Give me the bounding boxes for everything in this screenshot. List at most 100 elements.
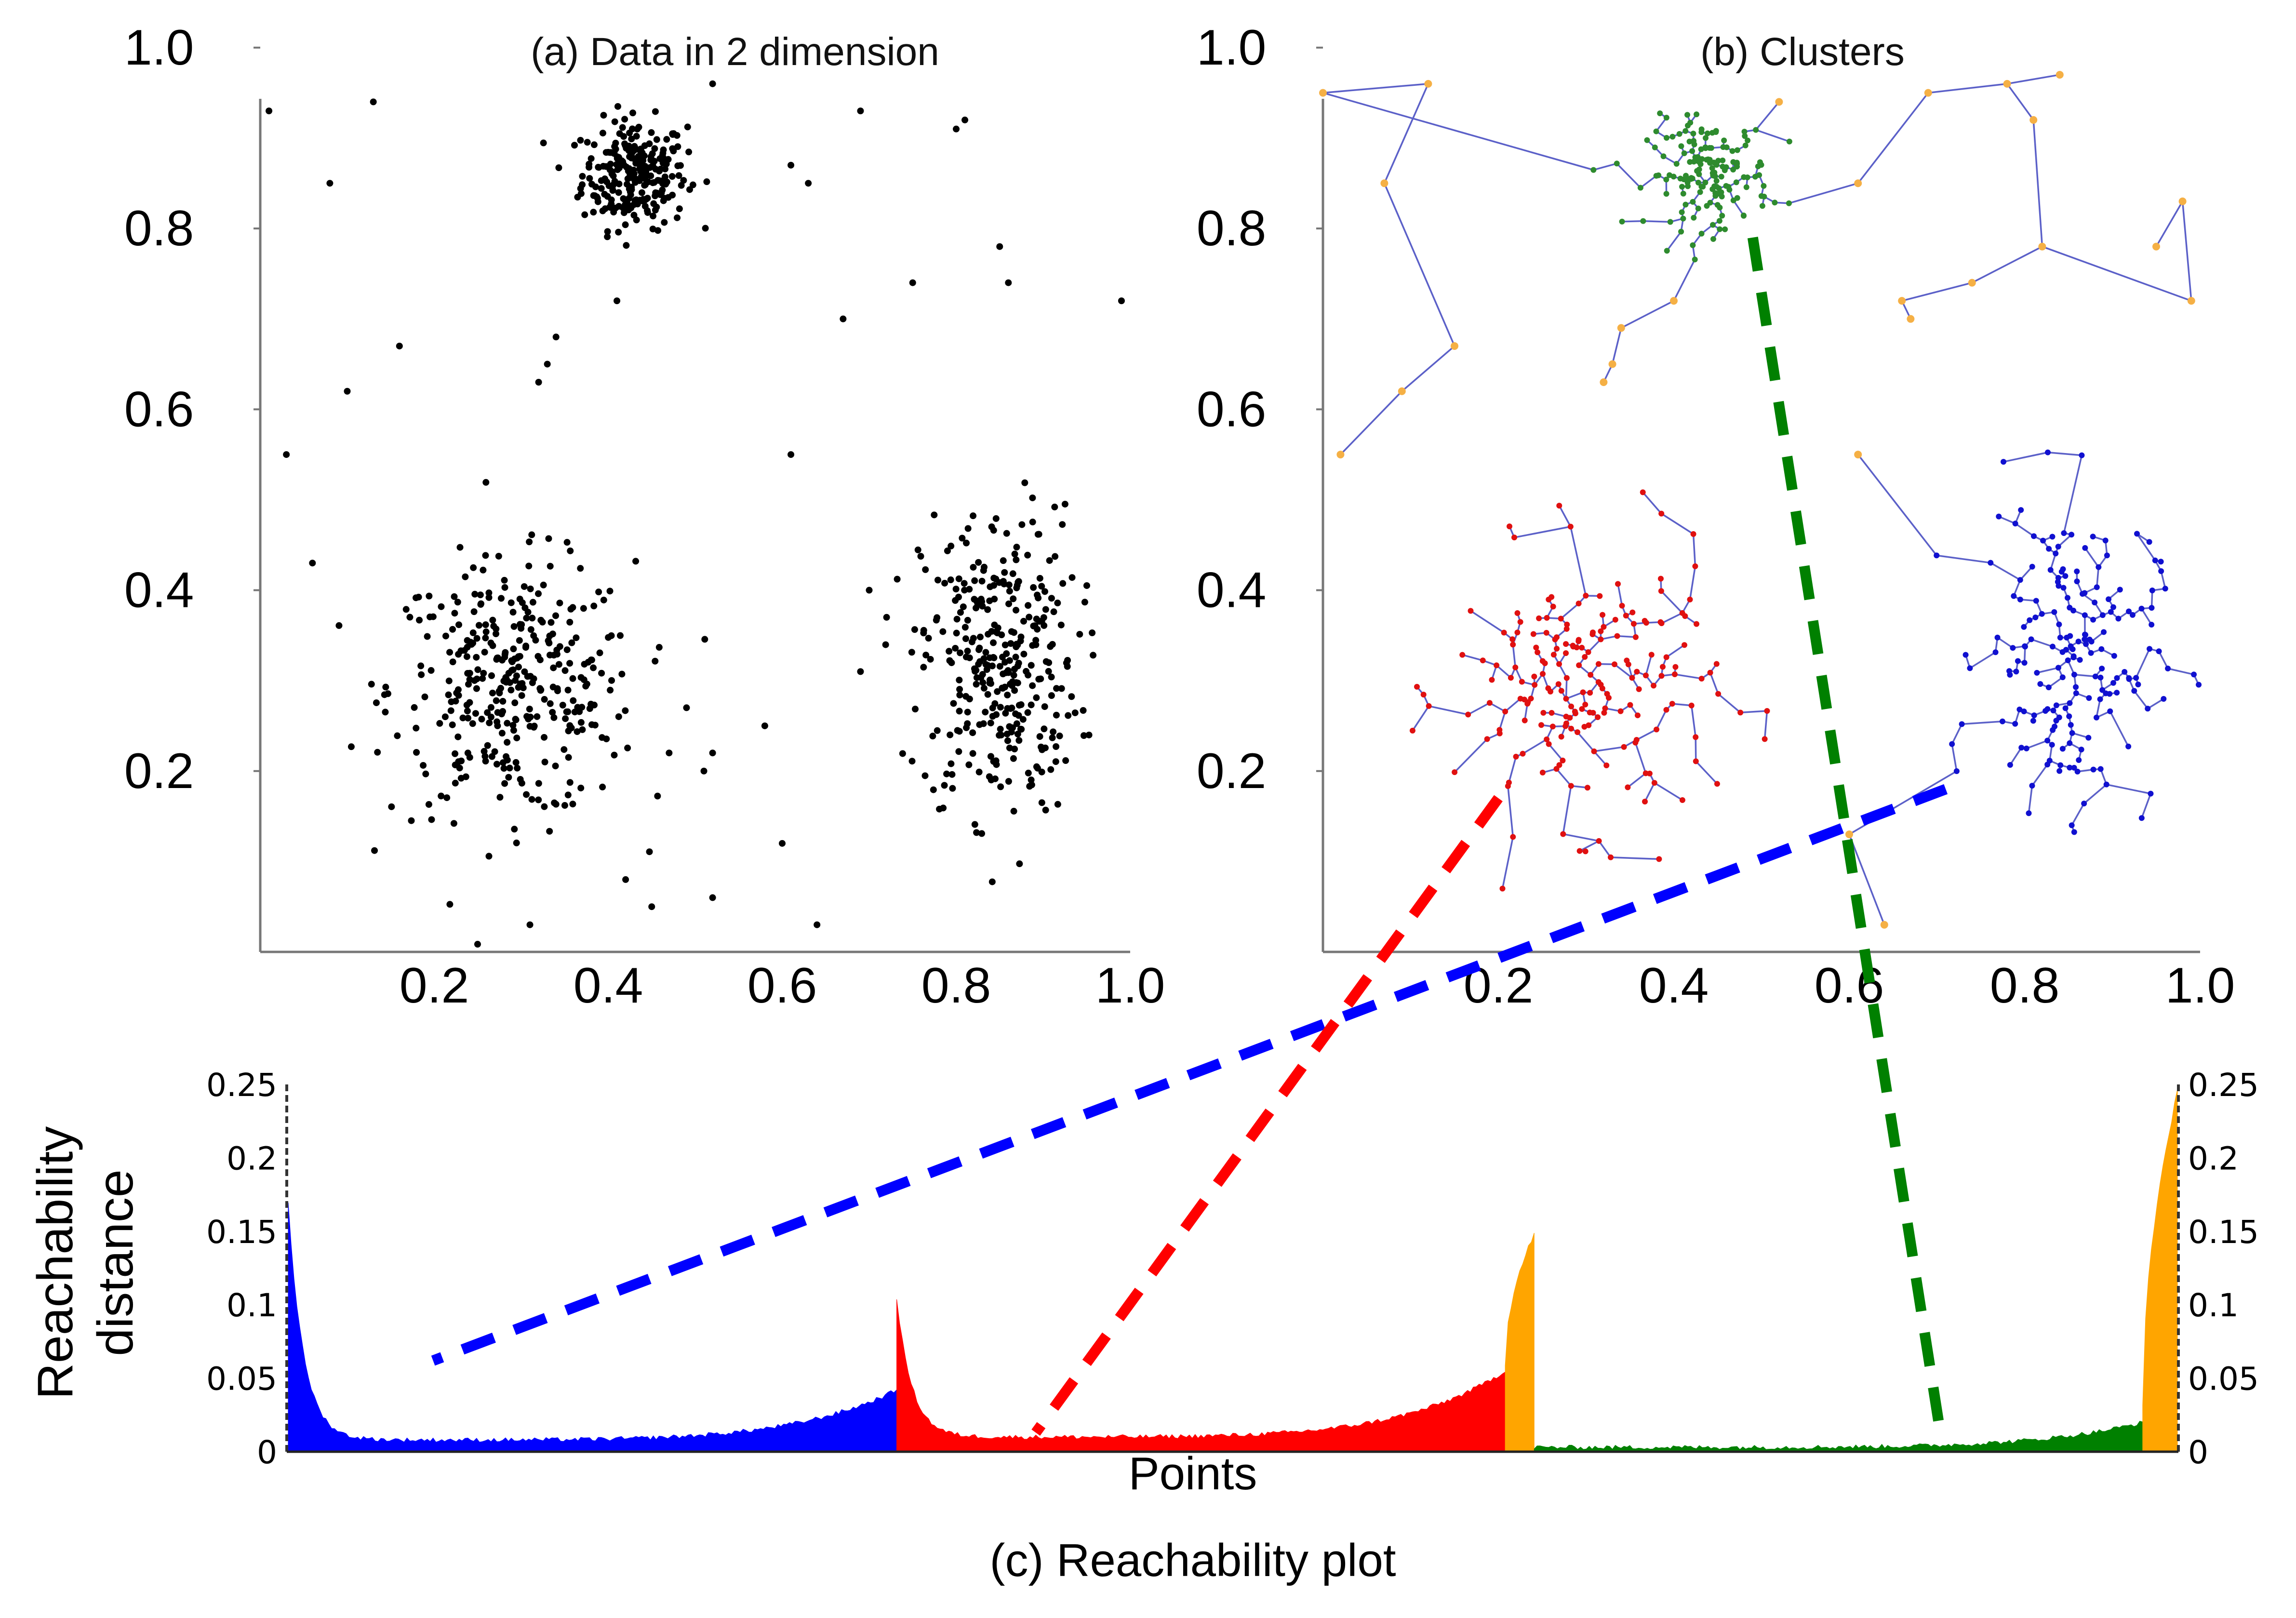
panel-a-point [668, 173, 676, 180]
panel-b-edge [1666, 644, 1685, 658]
panel-b-edge [1412, 705, 1430, 731]
panel-b-point [1669, 134, 1676, 140]
panel-a-point [1038, 799, 1045, 806]
panel-a-point [998, 631, 1005, 639]
panel-b-point [2162, 586, 2168, 592]
panel-b-point [1582, 701, 1589, 708]
panel-a-point [655, 644, 663, 651]
panel-a-point [955, 748, 962, 755]
panel-a-point [608, 170, 615, 177]
panel-a-point [642, 168, 650, 175]
panel-a-point [944, 547, 951, 554]
panel-a-point [615, 154, 622, 161]
panel-a-point [487, 704, 494, 711]
panel-a-point [485, 853, 493, 860]
panel-b-ticks: 0.2 0.4 0.6 0.8 1.00.20.40.60.81.0 [1197, 20, 2235, 1014]
panel-a-point [492, 630, 499, 638]
panel-b-point [1695, 205, 1701, 212]
panel-a-point [962, 635, 969, 642]
panel-c-segment [288, 1203, 897, 1452]
panel-a-point [586, 160, 593, 168]
panel-b-point [1679, 209, 1685, 215]
panel-b-edge [1617, 584, 1623, 606]
panel-a-point [1042, 806, 1049, 814]
panel-a-point [1048, 692, 1055, 699]
panel-b-edge [1501, 837, 1514, 889]
panel-a-point [521, 604, 529, 612]
panel-b-point [1651, 780, 1657, 786]
panel-a-point [1029, 642, 1036, 649]
panel-b-noise-point [2056, 71, 2064, 79]
panel-a-point [521, 583, 528, 590]
panel-b-point [1502, 709, 1508, 715]
panel-b-point [1663, 191, 1669, 197]
panel-a-point [497, 595, 505, 602]
panel-a-outlier [309, 560, 316, 567]
panel-a-point [1068, 693, 1075, 700]
panel-b-point [1576, 848, 1583, 854]
panel-b-edge [1622, 220, 1643, 223]
panel-b-point [2088, 650, 2094, 656]
panel-a-point [629, 109, 637, 117]
panel-b-point [2115, 615, 2122, 622]
panel-b-edge [2003, 451, 2048, 463]
panel-b-point [1734, 195, 1740, 201]
panel-b-edge [2160, 571, 2166, 589]
panel-a-point [1009, 570, 1016, 577]
panel-a-point [990, 582, 998, 589]
panel-b-point [1663, 654, 1669, 660]
panel-b-edge [1505, 698, 1521, 712]
panel-a-point [625, 195, 632, 202]
panel-a-point [1033, 694, 1040, 701]
panel-a-points [266, 80, 1125, 948]
panel-a-point [605, 182, 613, 189]
panel-a-point [607, 160, 614, 168]
panel-b-point [1575, 729, 1581, 735]
panel-b-point [1522, 717, 1528, 723]
panel-b-edge [1468, 702, 1490, 716]
panel-b-point [1994, 634, 2001, 641]
panel-a-point [373, 699, 380, 707]
panel-a-point [996, 663, 1003, 670]
panel-b-point [1588, 672, 1594, 678]
panel-b-point [1597, 593, 1603, 599]
panel-b-point [1554, 645, 1560, 652]
panel-c-y-tick-right: 0.25 [2188, 1067, 2259, 1104]
panel-b-point [1533, 644, 1539, 651]
panel-a-point [587, 700, 595, 708]
panel-b-point [2007, 762, 2013, 768]
panel-a-point [953, 629, 960, 637]
panel-b-point [1480, 657, 1486, 664]
panel-b-edge [1733, 200, 1745, 216]
panel-a-point [1053, 685, 1060, 692]
panel-a-point [607, 686, 614, 694]
panel-a-point [418, 671, 425, 678]
panel-a-point [1029, 519, 1036, 526]
panel-a-point [406, 614, 414, 621]
panel-b-point [1713, 661, 1720, 667]
panel-b-point [1678, 143, 1684, 149]
panel-b-point [1672, 664, 1679, 670]
panel-b-edge [2057, 534, 2072, 548]
panel-a-point [1010, 671, 1017, 679]
panel-c-segment [1505, 1232, 1535, 1452]
panel-a-point [982, 709, 989, 716]
panel-b-point [1703, 135, 1709, 141]
panel-b-point [2026, 810, 2032, 816]
panel-b-point [1651, 682, 1657, 689]
panel-b-point [1532, 682, 1538, 688]
panel-a-point [1035, 531, 1042, 538]
panel-b-edge [1660, 590, 1683, 614]
panel-b-point [1580, 689, 1586, 695]
panel-b-point [1742, 142, 1749, 148]
panel-b-point [1695, 158, 1701, 164]
panel-b-point [2057, 762, 2064, 768]
panel-b-edge [1562, 786, 1572, 834]
panel-a-point [986, 680, 993, 687]
panel-a-point [1011, 746, 1018, 753]
panel-b-point [1702, 144, 1709, 150]
panel-b-edge [1514, 525, 1571, 538]
panel-b-point [1501, 629, 1507, 636]
panel-b-point [1602, 705, 1608, 711]
panel-b-point [1605, 695, 1612, 701]
